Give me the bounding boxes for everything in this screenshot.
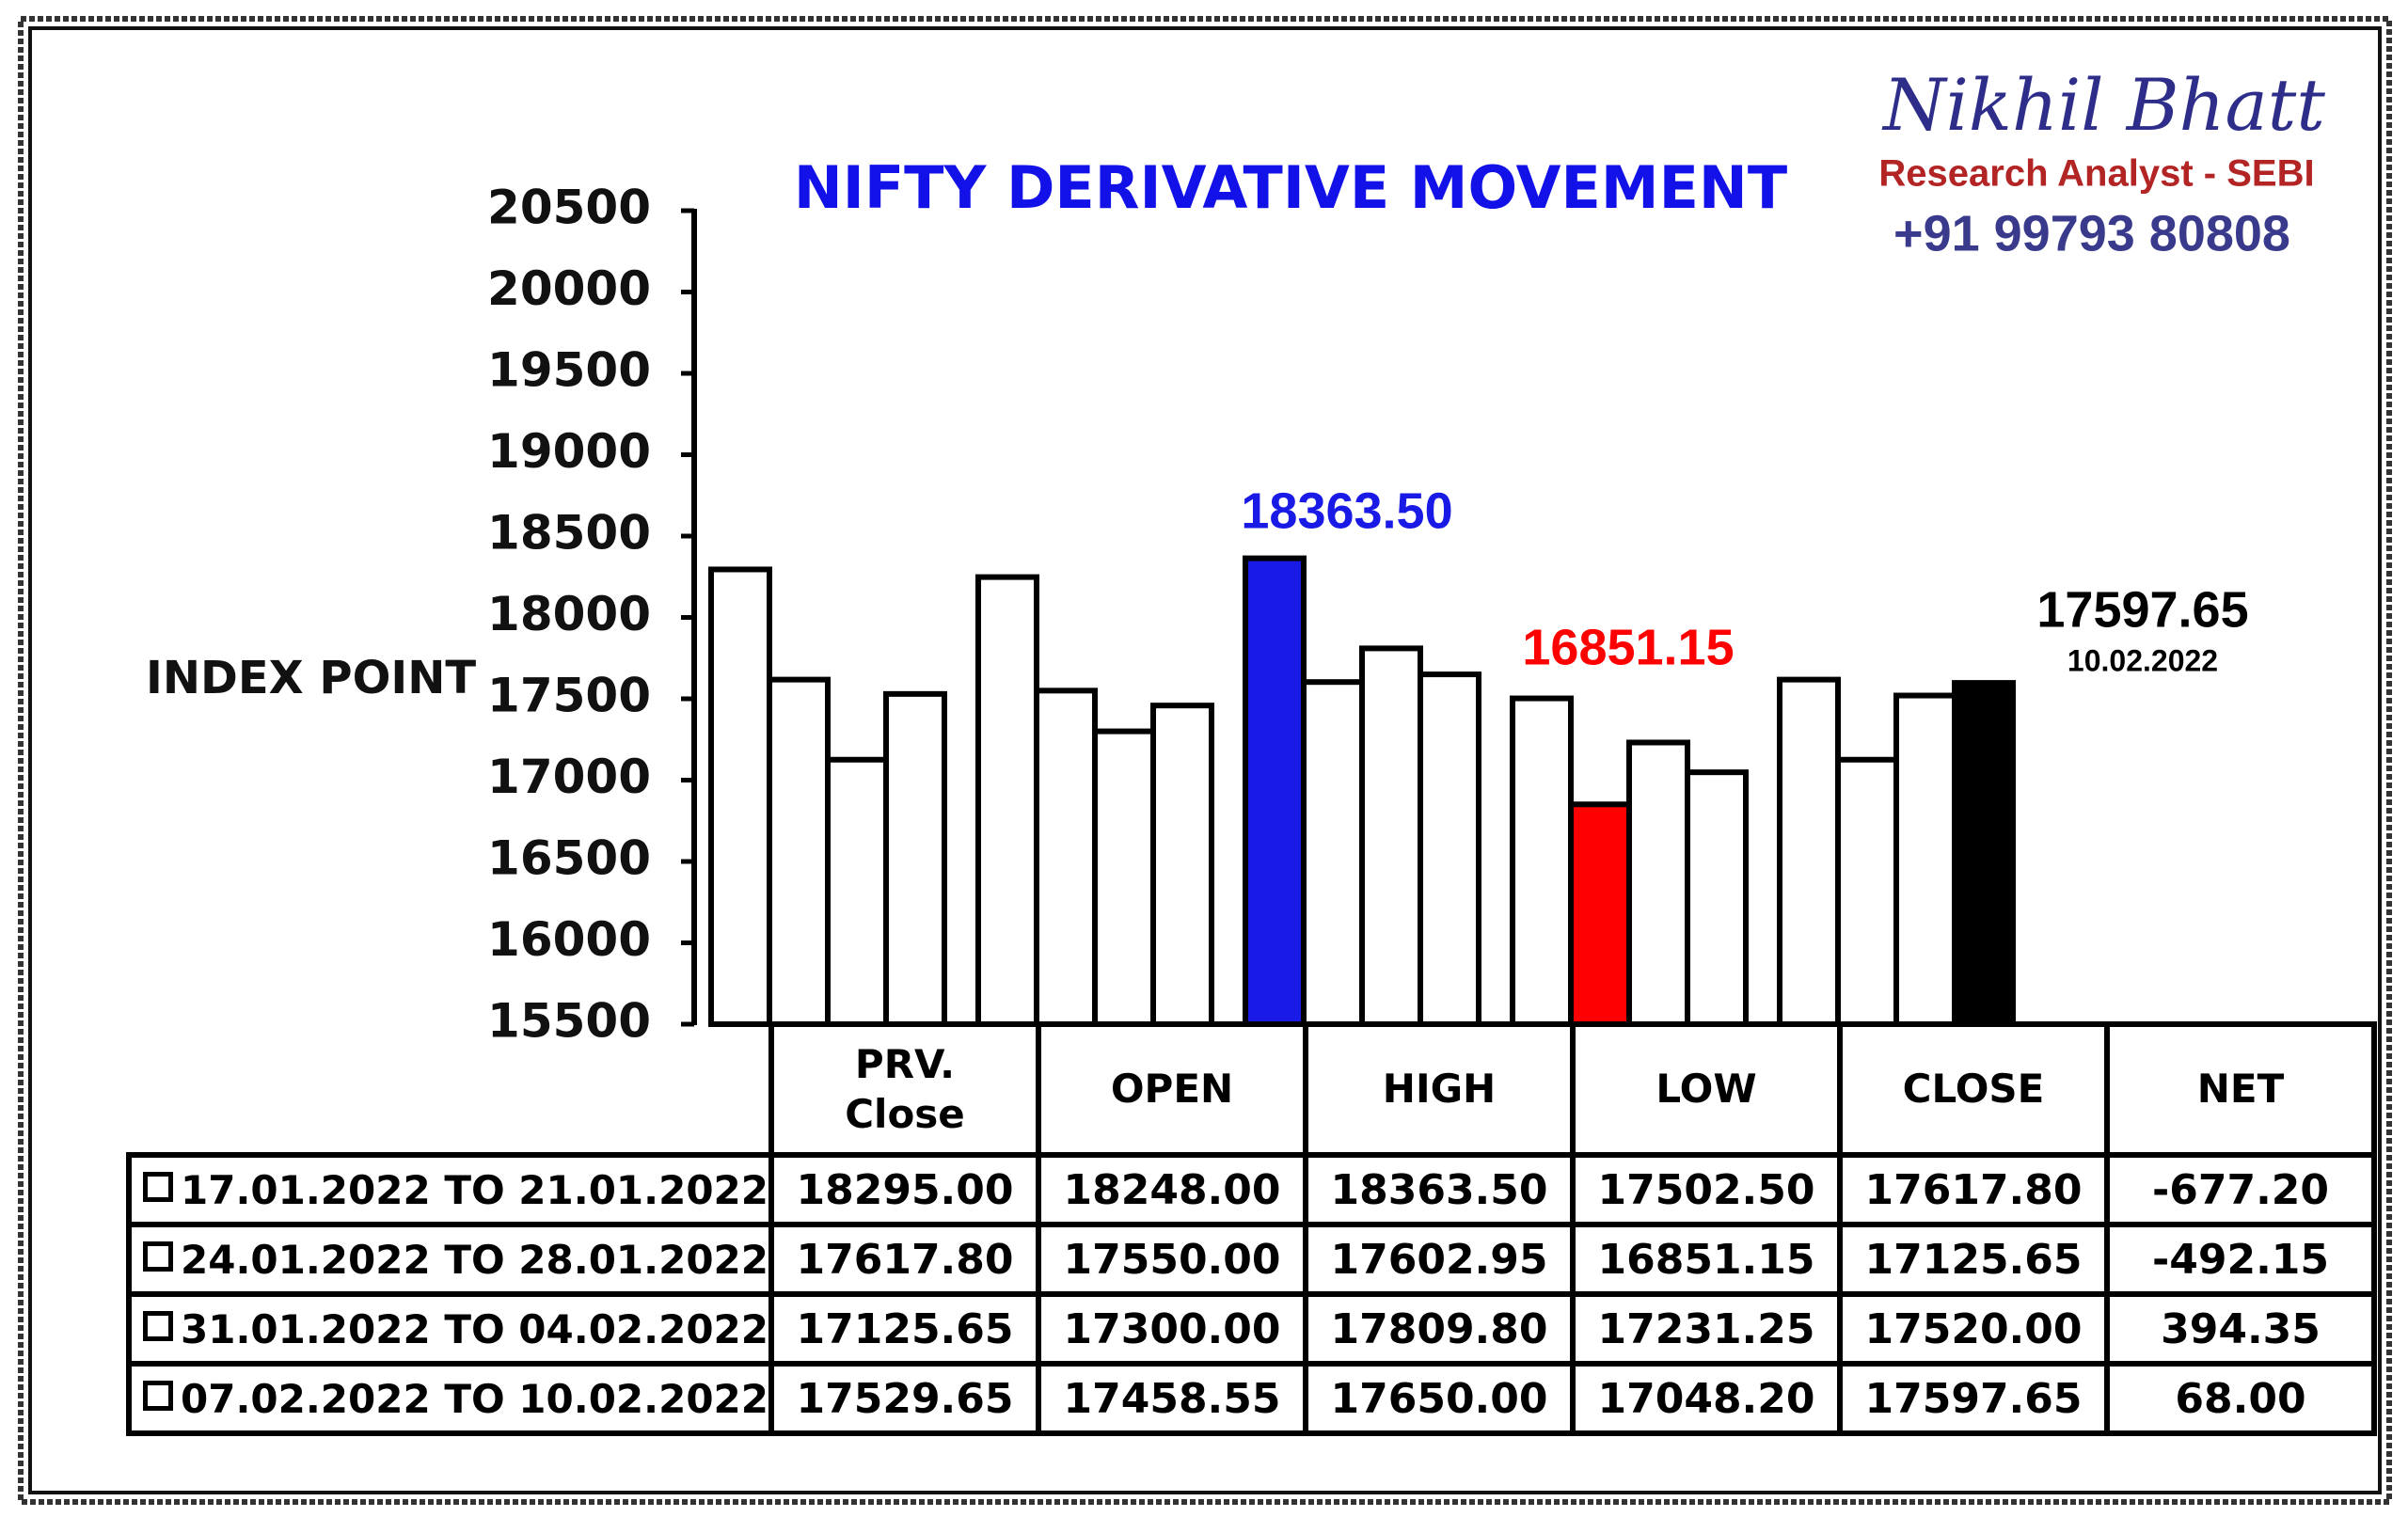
value-cell: 17502.50 — [1570, 1152, 1843, 1227]
data-table: PRV. Close OPEN HIGH LOW CLOSE NET 17.01.2022 … — [126, 1021, 2377, 1436]
header-text: CLOSE — [1902, 1066, 2045, 1113]
net-cell: 394.35 — [2104, 1291, 2377, 1367]
inner-frame — [28, 26, 2382, 1494]
bar — [1952, 680, 2016, 1028]
value-cell: 17125.65 — [768, 1291, 1041, 1367]
bar — [1034, 687, 1098, 1027]
row-label: 17.01.2022 TO 21.01.2022 — [181, 1166, 768, 1213]
bar — [708, 566, 772, 1028]
bar — [1359, 645, 1423, 1027]
data-row: 07.02.2022 TO 10.02.2022 17529.65 17458.55… — [126, 1361, 2377, 1436]
value-cell: 16851.15 — [1570, 1222, 1843, 1297]
value-cell: 18363.50 — [1303, 1152, 1576, 1227]
header-text: OPEN — [1110, 1066, 1234, 1113]
header-text: NET — [2196, 1066, 2285, 1113]
row-label: 07.02.2022 TO 10.02.2022 — [181, 1375, 768, 1422]
value-cell: 17529.65 — [768, 1361, 1041, 1436]
header-cell: NET — [2104, 1021, 2377, 1158]
row-label: 24.01.2022 TO 28.01.2022 — [181, 1236, 768, 1283]
row-icon — [143, 1380, 173, 1411]
value-cell: 18248.00 — [1036, 1152, 1308, 1227]
data-row: 31.01.2022 TO 04.02.2022 17125.65 17300.00… — [126, 1291, 2377, 1367]
value-cell: 17458.55 — [1036, 1361, 1308, 1436]
y-tick-label: 20500 — [487, 181, 651, 235]
value-cell: 17048.20 — [1570, 1361, 1843, 1436]
outer-frame — [18, 16, 2392, 1505]
value-cell: 17231.25 — [1570, 1291, 1843, 1367]
value-cell: 17602.95 — [1303, 1222, 1576, 1297]
bar — [1243, 555, 1307, 1027]
brand-phone: +91 99793 80808 — [1893, 205, 2290, 261]
highlight-label: 17597.65 — [2036, 581, 2248, 638]
highlight-label: 16851.15 — [1522, 619, 1734, 675]
y-tick-label: 17000 — [487, 750, 651, 804]
y-tick-label: 16500 — [487, 831, 651, 886]
net-cell: -677.20 — [2104, 1152, 2377, 1227]
y-tick-label: 18500 — [487, 506, 651, 561]
y-tick-label: 16000 — [487, 912, 651, 967]
bar — [1893, 692, 1957, 1027]
header-text: PRV. Close — [845, 1041, 965, 1137]
bar — [767, 676, 831, 1027]
bar — [1685, 769, 1749, 1027]
row-icon — [143, 1240, 173, 1272]
row-icon — [143, 1310, 173, 1341]
highlight-label: 18363.50 — [1241, 482, 1452, 539]
y-tick-label: 15500 — [487, 994, 651, 1049]
data-row: 24.01.2022 TO 28.01.2022 17617.80 17550.00… — [126, 1222, 2377, 1297]
y-tick-label: 20000 — [487, 261, 651, 316]
bar — [1418, 672, 1481, 1027]
header-text: HIGH — [1382, 1066, 1497, 1113]
header-text: LOW — [1656, 1066, 1757, 1113]
highlight-note: 10.02.2022 — [2067, 643, 2218, 677]
row-label-cell: 17.01.2022 TO 21.01.2022 — [126, 1152, 774, 1227]
row-label: 31.01.2022 TO 04.02.2022 — [181, 1305, 768, 1352]
header-cell: OPEN — [1036, 1021, 1308, 1158]
bar — [883, 690, 947, 1027]
row-label-cell: 24.01.2022 TO 28.01.2022 — [126, 1222, 774, 1297]
y-tick-label: 19500 — [487, 343, 651, 398]
row-label-cell: 31.01.2022 TO 04.02.2022 — [126, 1291, 774, 1367]
y-tick-label: 18000 — [487, 587, 651, 641]
value-cell: 17650.00 — [1303, 1361, 1576, 1436]
header-row: PRV. Close OPEN HIGH LOW CLOSE NET — [129, 1021, 2377, 1158]
value-cell: 17125.65 — [1837, 1222, 2110, 1297]
chart-title: NIFTY DERIVATIVE MOVEMENT — [794, 153, 1787, 222]
row-icon — [143, 1171, 173, 1202]
table-body: PRV. Close OPEN HIGH LOW CLOSE NET 17.01.2022 … — [126, 1021, 2377, 1436]
value-cell: 17617.80 — [1837, 1152, 2110, 1227]
net-cell: -492.15 — [2104, 1222, 2377, 1297]
y-tick-label: 17500 — [487, 669, 651, 723]
bar — [1777, 676, 1841, 1027]
y-axis-label: INDEX POINT — [146, 652, 476, 704]
y-tick-label: 19000 — [487, 424, 651, 479]
bar — [1301, 679, 1365, 1027]
brand-name: Nikhil Bhatt — [1881, 63, 2325, 147]
row-label-cell: 07.02.2022 TO 10.02.2022 — [126, 1361, 774, 1436]
bar — [1510, 695, 1574, 1027]
bar — [1626, 739, 1690, 1028]
header-cell: LOW — [1570, 1021, 1843, 1158]
bar — [1150, 703, 1214, 1027]
data-row: 17.01.2022 TO 21.01.2022 18295.00 18248.00… — [126, 1152, 2377, 1227]
value-cell: 18295.00 — [768, 1152, 1041, 1227]
header-cell: HIGH — [1303, 1021, 1576, 1158]
net-cell: 68.00 — [2104, 1361, 2377, 1436]
bar — [1568, 801, 1632, 1027]
brand-role: Research Analyst - SEBI — [1878, 153, 2314, 195]
value-cell: 17809.80 — [1303, 1291, 1576, 1367]
value-cell: 17300.00 — [1036, 1291, 1308, 1367]
bar — [1092, 728, 1156, 1027]
blank-cell — [129, 1024, 771, 1155]
value-cell: 17597.65 — [1837, 1361, 2110, 1436]
bar — [825, 756, 889, 1028]
header-cell: CLOSE — [1837, 1021, 2110, 1158]
header-cell: PRV. Close — [768, 1021, 1041, 1158]
bar — [1835, 756, 1899, 1028]
value-cell: 17550.00 — [1036, 1222, 1308, 1297]
bar — [975, 574, 1039, 1027]
value-cell: 17617.80 — [768, 1222, 1041, 1297]
value-cell: 17520.00 — [1837, 1291, 2110, 1367]
